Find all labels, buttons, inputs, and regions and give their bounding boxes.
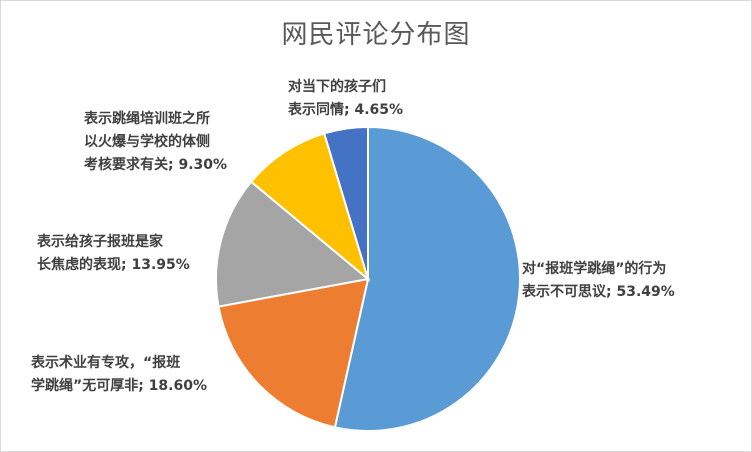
data-label-slice-3: 表示给孩子报班是家 长焦虑的表现; 13.95% — [37, 234, 190, 273]
chart-title: 网民评论分布图 — [281, 20, 471, 50]
pie-slice-1 — [333, 125, 521, 432]
pie-slice-4 — [249, 132, 370, 282]
data-label-slice-2: 表示术业有专攻，“报班 学跳绳”无可厚非; 18.60% — [31, 355, 207, 394]
pie-slice-5 — [322, 125, 369, 280]
pie-slice-3 — [215, 180, 371, 308]
pie-slice-2 — [217, 277, 370, 429]
data-label-slice-4: 表示跳绳培训班之所 以火爆与学校的体侧 考核要求有关; 9.30% — [84, 111, 228, 173]
data-label-slice-1: 对“报班学跳绳”的行为 表示不可思议; 53.49% — [522, 261, 675, 300]
data-label-slice-5: 对当下的孩子们 表示同情; 4.65% — [288, 79, 404, 118]
